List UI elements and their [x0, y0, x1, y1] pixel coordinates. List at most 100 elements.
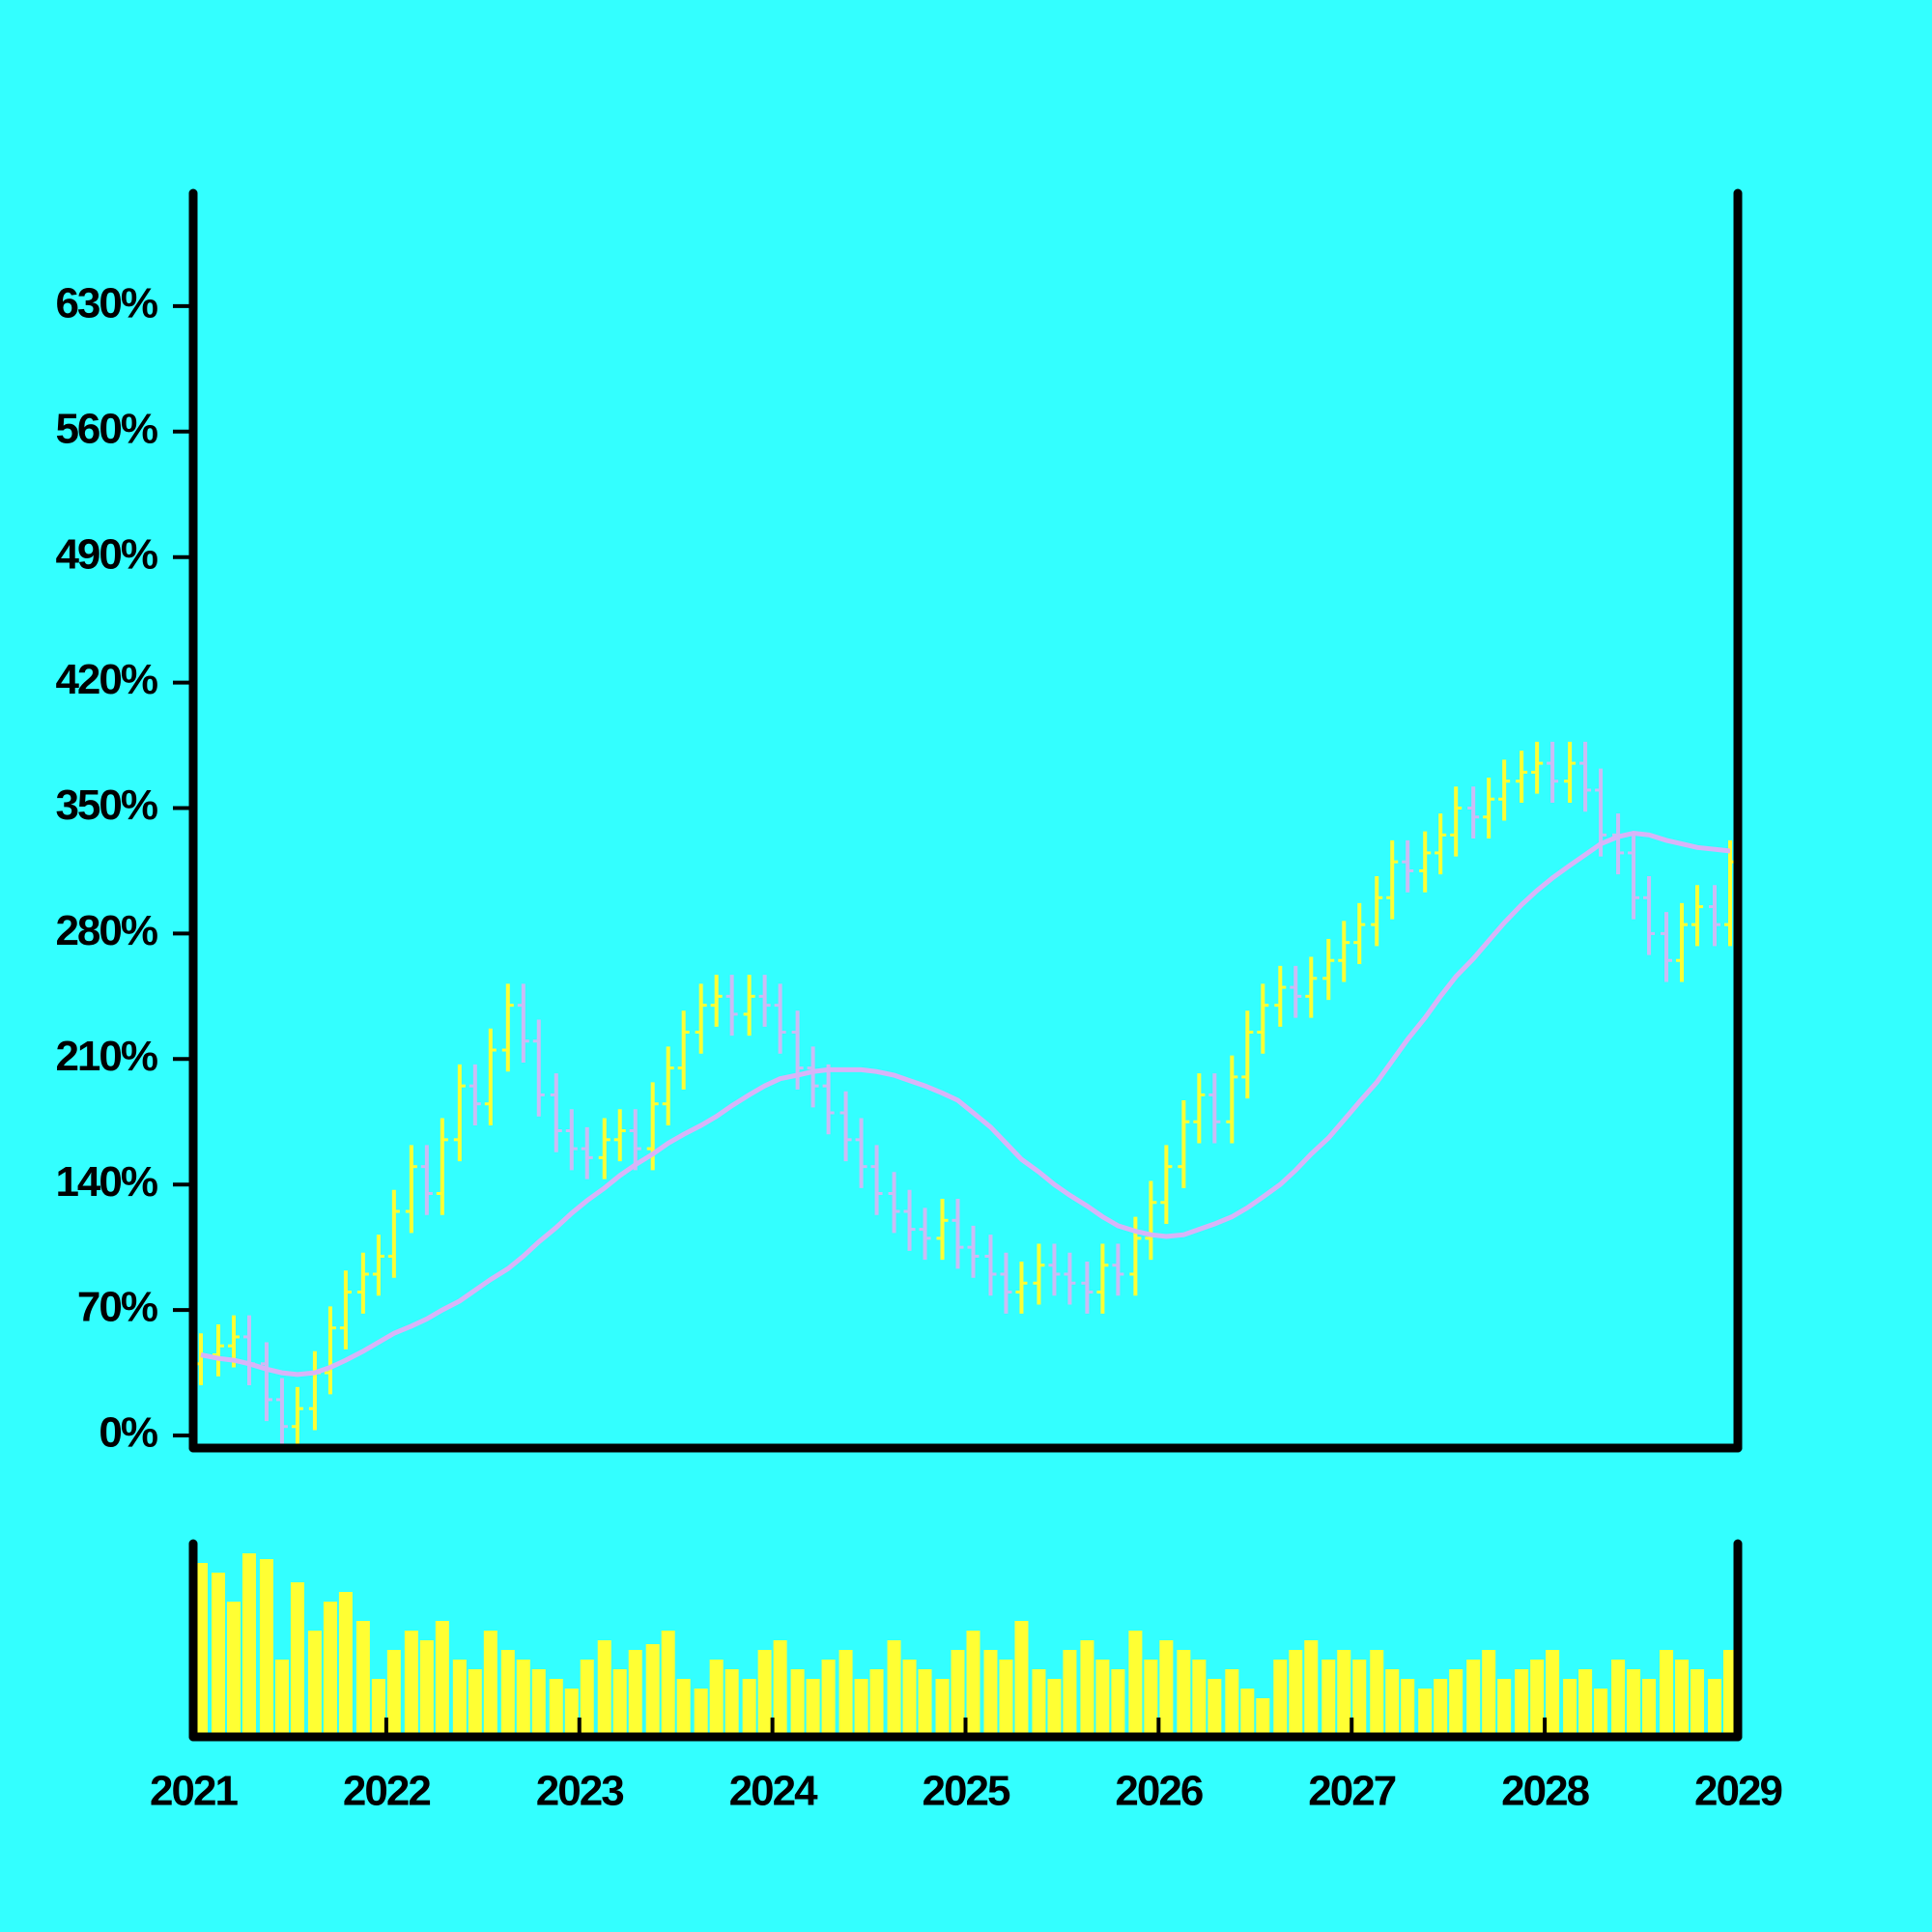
volume-bar	[452, 1660, 467, 1737]
volume-bar	[1047, 1679, 1062, 1737]
y-tick-label: 560%	[55, 405, 156, 452]
volume-bar	[887, 1640, 901, 1737]
volume-bar	[386, 1650, 401, 1737]
volume-bar	[226, 1602, 241, 1737]
moving-average	[200, 830, 1731, 1378]
volume-bar	[1208, 1679, 1222, 1737]
volume-bar	[757, 1650, 772, 1737]
volume-bar	[468, 1669, 482, 1737]
y-tick-label: 490%	[55, 530, 156, 578]
volume-bar	[806, 1679, 820, 1737]
volume-bar	[966, 1631, 980, 1737]
volume-bar	[274, 1660, 289, 1737]
volume-bar	[1111, 1669, 1125, 1737]
volume-bar	[1466, 1660, 1481, 1737]
volume-bar	[580, 1660, 594, 1737]
x-tick-label: 2026	[1115, 1768, 1202, 1815]
volume-bar	[500, 1650, 515, 1737]
volume-bar	[483, 1631, 497, 1737]
volume-bar	[709, 1660, 724, 1737]
volume-bar	[1660, 1650, 1674, 1737]
volume-bar	[1385, 1669, 1400, 1737]
x-tick-label: 2022	[343, 1768, 430, 1815]
volume-bar	[1530, 1660, 1545, 1737]
volume-bar	[869, 1669, 884, 1737]
volume-bar	[951, 1650, 965, 1737]
volume-bar	[1321, 1660, 1336, 1737]
y-tick-label: 70%	[77, 1284, 157, 1331]
volume-bar	[1014, 1621, 1029, 1737]
volume-bar	[1144, 1660, 1158, 1737]
volume-bar	[1675, 1660, 1690, 1737]
volume-bar	[355, 1621, 370, 1737]
volume-bar	[1642, 1679, 1657, 1737]
volume-bar	[694, 1689, 708, 1737]
volume-bar	[676, 1679, 691, 1737]
volume-bar	[290, 1582, 304, 1737]
y-tick-label: 140%	[55, 1158, 156, 1206]
y-tick-label: 210%	[55, 1033, 156, 1080]
volume-bar	[1192, 1660, 1207, 1737]
volume-bar	[1225, 1669, 1239, 1737]
volume-bar	[1352, 1660, 1367, 1737]
x-tick-label: 2021	[150, 1768, 238, 1815]
x-tick-label: 2029	[1694, 1768, 1781, 1815]
volume-bar	[1177, 1650, 1191, 1737]
volume-bar	[918, 1669, 932, 1737]
volume-bar	[1594, 1689, 1608, 1737]
volume-bar	[724, 1669, 739, 1737]
volume-bar	[902, 1660, 917, 1737]
volume-bar	[1418, 1689, 1433, 1737]
volume-bar	[1611, 1660, 1626, 1737]
volume-bar	[1337, 1650, 1351, 1737]
volume-bar	[242, 1553, 256, 1737]
volume-bar	[323, 1602, 337, 1737]
volume-bar	[1080, 1640, 1094, 1737]
volume-bar	[999, 1660, 1013, 1737]
volume-bar	[307, 1631, 322, 1737]
volume-bar	[1063, 1650, 1077, 1737]
volume-bar	[597, 1640, 611, 1737]
volume-bar	[259, 1559, 273, 1737]
volume-bar	[1708, 1679, 1722, 1737]
y-tick-label: 630%	[55, 280, 156, 327]
volume-bar	[371, 1679, 385, 1737]
volume-bar	[661, 1631, 675, 1737]
volume-bar	[531, 1669, 546, 1737]
volume-bar	[211, 1573, 225, 1737]
y-tick-label: 420%	[55, 656, 156, 703]
volume-bar	[645, 1644, 660, 1737]
volume-bar	[1370, 1650, 1384, 1737]
volume-bar	[773, 1640, 787, 1737]
volume-bar	[1563, 1679, 1577, 1737]
volume-bar	[404, 1631, 418, 1737]
volume-bar	[1497, 1679, 1512, 1737]
volume-bar	[1515, 1669, 1529, 1737]
x-tick-label: 2028	[1501, 1768, 1589, 1815]
volume-bar	[1578, 1669, 1593, 1737]
volume-bar	[1690, 1669, 1705, 1737]
volume-bar	[935, 1679, 950, 1737]
volume-bar	[1401, 1679, 1415, 1737]
volume-bar	[435, 1621, 449, 1737]
y-tick-label: 280%	[55, 907, 156, 954]
volume-bar	[1240, 1689, 1255, 1737]
volume-bar	[1273, 1660, 1288, 1737]
volume-bar	[983, 1650, 998, 1737]
volume-bar	[1304, 1640, 1319, 1737]
volume-bar	[564, 1689, 579, 1737]
volume-bar	[612, 1669, 627, 1737]
volume-bar	[742, 1679, 756, 1737]
y-tick-label: 350%	[55, 781, 156, 829]
y-tick-label: 0%	[99, 1409, 156, 1457]
volume-bar	[1095, 1660, 1110, 1737]
volume-bar	[1256, 1698, 1270, 1737]
volume-bar	[790, 1669, 805, 1737]
volume-bar	[1627, 1669, 1641, 1737]
volume-bar	[338, 1592, 353, 1737]
volume-bar	[549, 1679, 563, 1737]
volume-bar	[1434, 1679, 1448, 1737]
